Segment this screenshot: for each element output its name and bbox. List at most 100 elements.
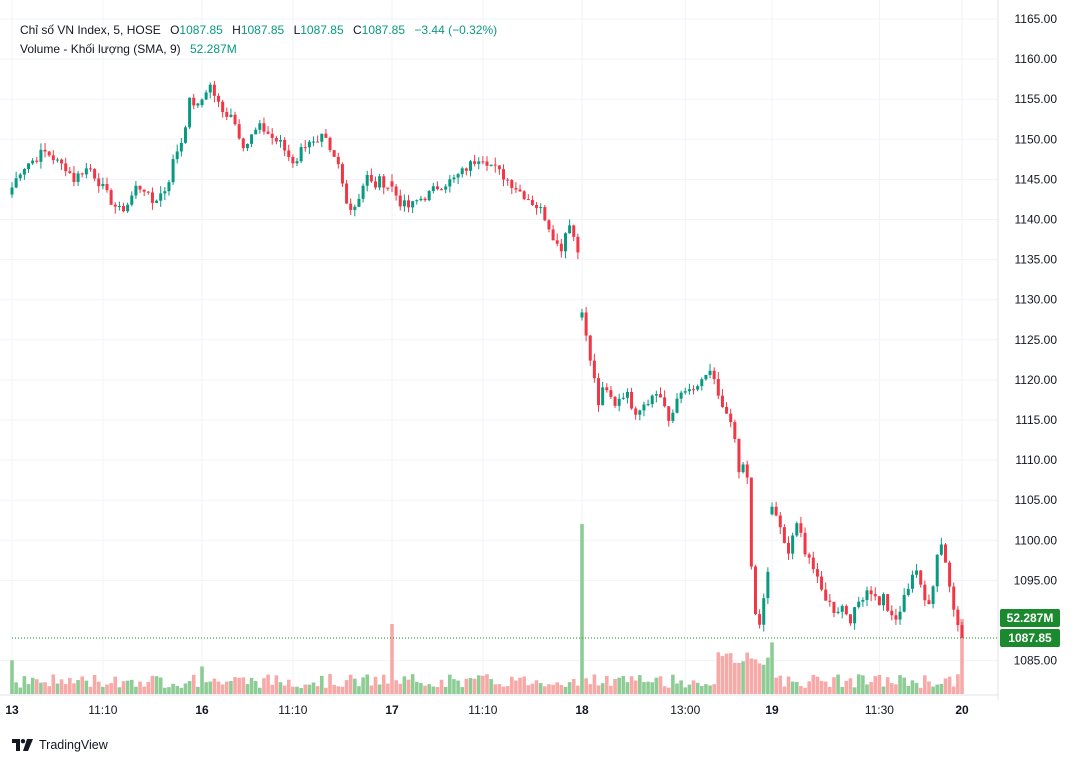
volume-bar <box>699 686 704 694</box>
tradingview-logo-icon <box>12 739 33 751</box>
legend-volume-label[interactable]: Volume - Khối lượng (SMA, 9) <box>20 42 181 56</box>
candle-body <box>828 600 832 602</box>
volume-bar <box>956 674 960 694</box>
volume-bar <box>563 686 568 694</box>
volume-bar <box>324 687 328 694</box>
candle-body <box>601 387 605 406</box>
candle-body <box>646 404 650 406</box>
legend-low: 1087.85 <box>300 23 344 37</box>
candle-body <box>539 207 543 209</box>
candle-body <box>448 179 452 187</box>
candle-body <box>588 335 592 361</box>
candle-body <box>725 407 729 414</box>
candle-body <box>225 111 229 117</box>
volume-bar <box>373 676 378 694</box>
volume-bar <box>580 524 584 694</box>
volume-bar <box>885 677 890 694</box>
candle-body <box>886 594 890 611</box>
legend-symbol[interactable]: Chỉ số VN Index, 5, HOSE <box>20 23 161 37</box>
volume-bar <box>96 681 101 694</box>
candle-body <box>658 394 662 398</box>
candle-body <box>848 614 852 624</box>
volume-bar <box>852 687 857 694</box>
tradingview-label: TradingView <box>39 738 108 752</box>
candle-body <box>530 200 534 205</box>
time-tick-label: 20 <box>955 703 969 717</box>
price-tick-label: 1095.00 <box>1014 573 1058 587</box>
volume-bar <box>687 684 692 694</box>
volume-bar <box>311 682 316 694</box>
candle-body <box>745 464 749 478</box>
volume-bar <box>493 684 498 694</box>
candle-body <box>175 151 179 160</box>
volume-bar <box>427 684 431 694</box>
volume-bar <box>877 674 882 694</box>
volume-bar <box>249 677 254 694</box>
volume-bar <box>481 675 485 694</box>
volume-bar <box>815 676 820 694</box>
candle-body <box>473 161 477 164</box>
volume-bar <box>666 687 671 694</box>
volume-bar <box>914 682 919 694</box>
legend-change: −3.44 (−0.32%) <box>414 23 498 37</box>
volume-bar <box>840 687 845 694</box>
candle-body <box>254 129 258 135</box>
candle-body <box>138 185 142 190</box>
price-tick-label: 1120.00 <box>1015 373 1058 387</box>
volume-bar <box>844 680 849 694</box>
volume-bar <box>935 684 940 694</box>
volume-bar <box>918 687 923 694</box>
price-tick-label: 1150.00 <box>1015 132 1058 146</box>
candle-body <box>700 379 704 387</box>
price-tick-label: 1155.00 <box>1015 92 1058 106</box>
volume-bar <box>245 684 250 694</box>
candle-body <box>43 149 47 152</box>
candle-body <box>142 189 146 192</box>
tradingview-brand[interactable]: TradingView <box>12 738 108 752</box>
candle-body <box>654 394 658 396</box>
time-tick-label: 13 <box>5 703 19 717</box>
volume-bar <box>629 676 634 694</box>
candle-body <box>31 160 35 164</box>
volume-bar <box>229 681 233 694</box>
volume-bar <box>931 686 935 694</box>
volume-bar <box>431 686 436 694</box>
candle-body <box>931 586 935 604</box>
candle-body <box>72 172 76 182</box>
legend-volume-value: 52.287M <box>189 42 237 56</box>
candle-body <box>923 584 927 601</box>
candle-body <box>349 203 353 210</box>
volume-bar <box>695 682 700 694</box>
volume-bar <box>861 675 865 694</box>
volume-bar <box>39 682 43 694</box>
volume-bar <box>125 680 130 694</box>
candle-body <box>382 176 386 188</box>
volume-bar <box>443 686 448 694</box>
volume-bar <box>452 679 456 694</box>
candle-body <box>365 174 369 186</box>
volume-bar <box>357 686 361 694</box>
volume-bar <box>328 674 332 694</box>
volume-bar <box>588 684 593 694</box>
price-axis[interactable]: 1165.00 1160.00 1155.00 1150.00 1145.00 1140.… <box>1014 12 1058 668</box>
candle-body <box>638 410 642 415</box>
candle-body <box>171 159 175 183</box>
volume-bar <box>398 683 403 694</box>
volume-bar <box>476 675 481 694</box>
time-axis[interactable]: 13 11:10 16 11:10 17 11:10 18 13:00 19 11:30 20 <box>5 703 969 717</box>
candle-body <box>258 123 262 130</box>
last-price-tag: 1087.85 <box>1000 629 1060 647</box>
volume-bar <box>460 687 465 694</box>
volume-bar <box>543 686 547 694</box>
candle-body <box>122 206 126 212</box>
candle-body <box>679 392 683 399</box>
volume-bar <box>865 684 869 694</box>
volume-bar <box>889 683 894 694</box>
candle-body <box>815 569 819 577</box>
volume-bar <box>691 680 696 694</box>
candle-body <box>324 133 328 138</box>
candle-body <box>597 378 601 406</box>
volume-bar <box>233 677 237 694</box>
volume-bar <box>307 684 312 694</box>
